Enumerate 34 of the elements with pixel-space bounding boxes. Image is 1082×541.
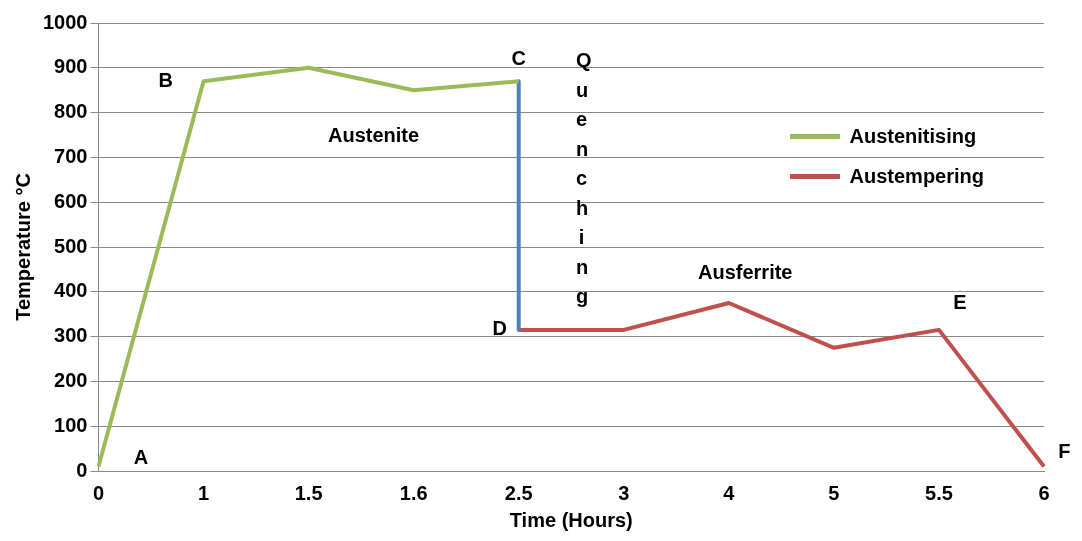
y-axis-title: Temperature °C <box>11 173 34 321</box>
x-tick-label: 4 <box>723 481 736 504</box>
y-tick-label: 300 <box>54 324 88 347</box>
y-tick-label: 500 <box>54 234 88 257</box>
y-tick-label: 900 <box>54 55 88 78</box>
y-tick-label: 700 <box>54 144 88 167</box>
annotation: B <box>158 68 173 91</box>
x-tick-label: 1.6 <box>399 481 428 504</box>
annotation: Austenite <box>328 123 420 147</box>
annotation: Ausferrite <box>698 260 793 284</box>
x-tick-label: 3 <box>618 481 630 504</box>
y-tick-label: 0 <box>76 458 88 481</box>
y-tick-label: 200 <box>54 368 88 391</box>
annotation: E <box>953 291 967 314</box>
text: Quenching <box>576 49 592 307</box>
y-tick-label: 100 <box>54 413 88 436</box>
legend-label: Austempering <box>849 164 984 188</box>
x-tick-label: 5 <box>828 481 840 504</box>
annotation: C <box>511 46 526 69</box>
x-tick-label: 1.5 <box>294 481 323 504</box>
annotation: F <box>1058 440 1071 463</box>
annotation: D <box>492 317 508 340</box>
y-tick-label: 600 <box>54 189 88 212</box>
x-tick-label: 6 <box>1038 481 1050 504</box>
y-tick-label: 800 <box>54 100 88 123</box>
y-tick-label: 400 <box>54 279 88 302</box>
x-tick-label: 1 <box>197 481 210 504</box>
x-tick-label: 0 <box>92 481 105 504</box>
x-tick-label: 5.5 <box>925 481 953 504</box>
y-tick-label: 1000 <box>42 10 88 33</box>
x-axis-title: Time (Hours) <box>509 508 633 531</box>
legend-label: Austenitising <box>849 124 977 148</box>
annotation: A <box>133 446 149 469</box>
x-tick-label: 2.5 <box>504 481 533 504</box>
